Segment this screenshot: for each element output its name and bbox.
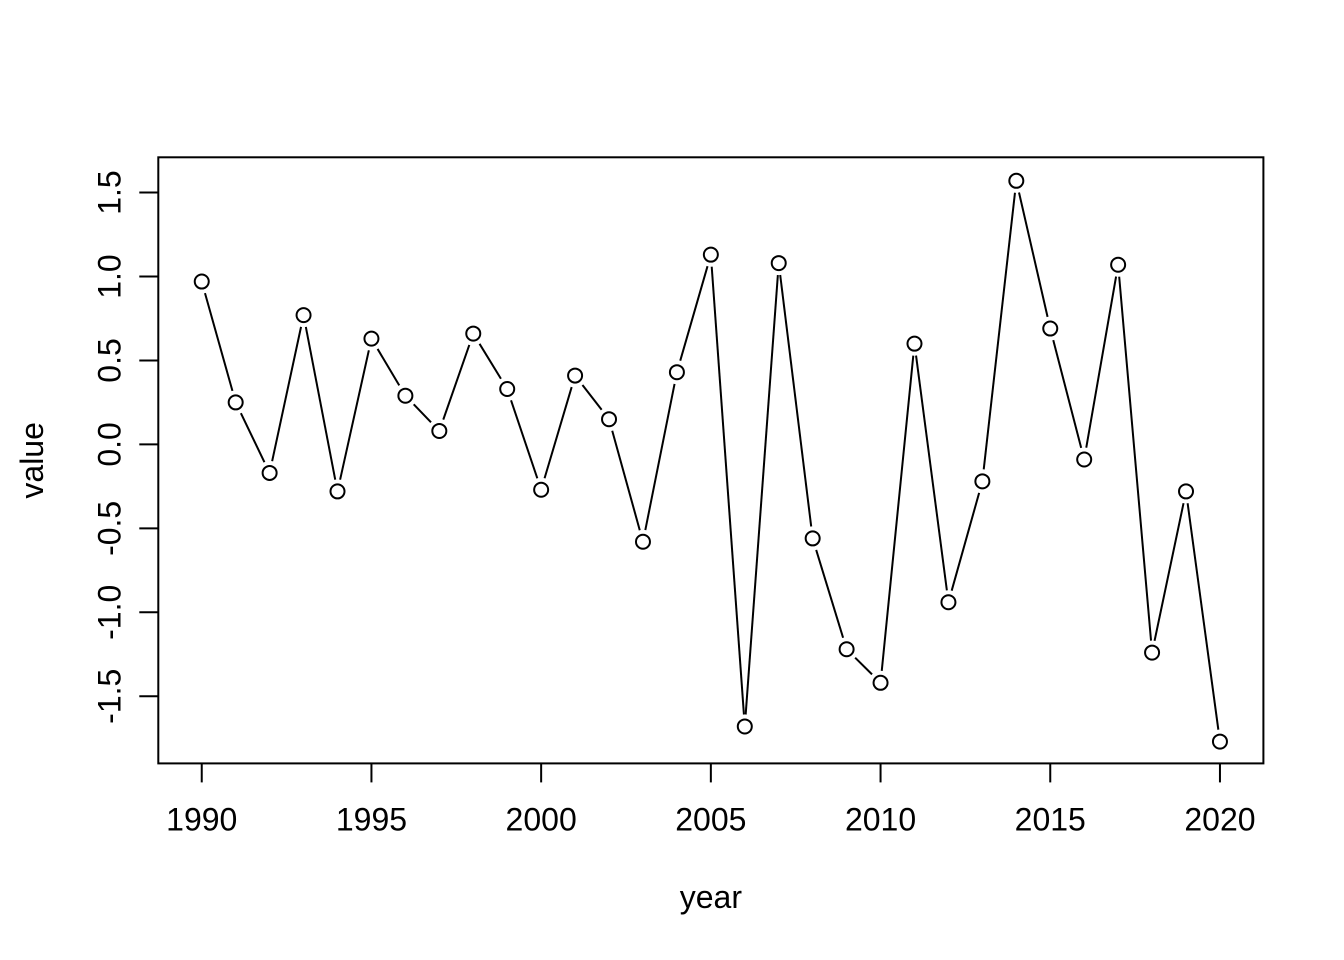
plot-border (157, 156, 1265, 765)
y-tick-label: 0.0 (91, 422, 127, 466)
data-point-marker (295, 307, 312, 324)
data-point-marker (465, 325, 482, 342)
data-point-marker (1211, 733, 1228, 750)
data-point-marker (329, 483, 346, 500)
data-point-marker (193, 273, 210, 290)
data-line-segment (880, 355, 915, 671)
data-point-marker (1144, 644, 1161, 661)
data-point-marker (533, 481, 550, 498)
y-tick-label: 1.5 (91, 170, 127, 214)
data-line-segment (982, 192, 1016, 470)
data-point-marker (974, 473, 991, 490)
data-point-marker (872, 674, 889, 691)
y-tick-label: 1.0 (91, 254, 127, 298)
data-line-segment (204, 292, 234, 392)
data-line-segment (679, 265, 709, 361)
data-point-marker (227, 394, 244, 411)
x-tick-label: 1990 (166, 801, 237, 837)
data-point-marker (838, 641, 855, 658)
data-line-segment (412, 403, 432, 424)
data-line-segment (854, 656, 873, 676)
y-tick-label: -1.0 (91, 585, 127, 640)
data-point-marker (1008, 172, 1025, 189)
data-line-segment (915, 355, 948, 591)
data-point-marker (1042, 320, 1059, 337)
data-line-segment (304, 326, 337, 480)
data-line-segment (239, 412, 266, 463)
data-point-marker (567, 367, 584, 384)
data-line-segment (815, 549, 845, 639)
x-tick-label: 1995 (336, 801, 407, 837)
data-line-segment (779, 274, 813, 527)
x-tick-label: 2020 (1184, 801, 1255, 837)
data-line-segment (1186, 503, 1220, 730)
data-point-marker (906, 335, 923, 352)
data-point-marker (1178, 483, 1195, 500)
y-tick-label: 0.5 (91, 338, 127, 382)
data-line-segment (339, 350, 370, 480)
y-tick-label: -0.5 (91, 501, 127, 556)
data-point-marker (940, 594, 957, 611)
data-line-segment (1085, 276, 1118, 448)
data-point-marker (1076, 451, 1093, 468)
data-line-segment (376, 348, 401, 386)
data-point-marker (1110, 256, 1127, 273)
data-point-marker (804, 530, 821, 547)
data-line-segment (442, 344, 471, 420)
data-point-marker (601, 411, 618, 428)
data-line-segment (611, 430, 641, 531)
data-line-segment (1052, 339, 1083, 449)
data-line-segment (581, 384, 603, 411)
data-line-segment (1153, 502, 1185, 642)
x-axis-title: year (680, 879, 743, 915)
data-line-segment (478, 343, 502, 380)
x-tick-label: 2015 (1015, 801, 1086, 837)
x-tick-label: 2000 (506, 801, 577, 837)
data-point-marker (363, 330, 380, 347)
x-tick-label: 2010 (845, 801, 916, 837)
data-point-marker (668, 364, 685, 381)
data-point-marker (431, 422, 448, 439)
data-point-marker (770, 255, 787, 272)
x-tick-label: 2005 (675, 801, 746, 837)
data-point-marker (736, 718, 753, 735)
data-line-segment (744, 274, 779, 715)
data-point-marker (261, 464, 278, 481)
data-line-segment (510, 400, 539, 479)
data-point-marker (634, 533, 651, 550)
y-tick-label: -1.5 (91, 669, 127, 724)
data-point-marker (499, 380, 516, 397)
data-line-segment (710, 266, 745, 715)
data-line-segment (271, 326, 303, 462)
data-line-segment (543, 386, 573, 479)
y-axis-title: value (14, 422, 50, 499)
data-point-marker (702, 246, 719, 263)
data-line-segment (950, 492, 981, 591)
data-line-segment (1118, 276, 1153, 641)
data-point-marker (397, 387, 414, 404)
data-line-segment (1018, 192, 1049, 318)
data-line-segment (644, 383, 676, 531)
